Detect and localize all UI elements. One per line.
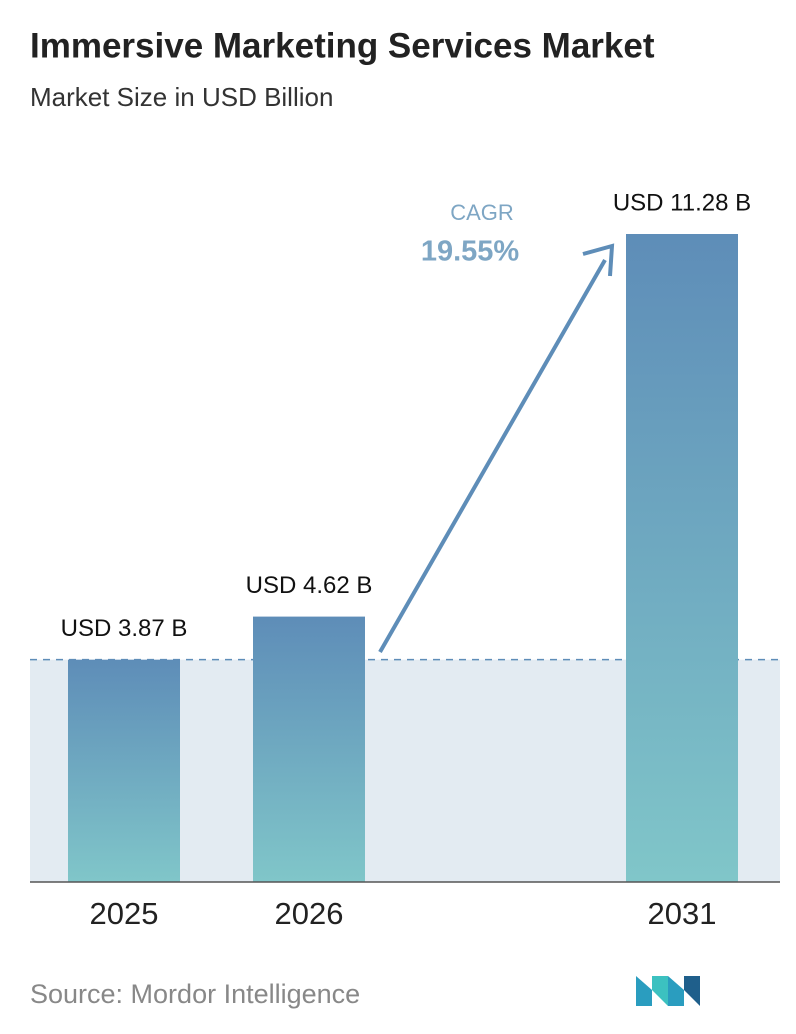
cagr-arrow-head bbox=[582, 243, 615, 277]
value-label: USD 11.28 B bbox=[613, 189, 751, 216]
cagr-arrow bbox=[378, 259, 607, 653]
cagr-label: CAGR bbox=[450, 200, 514, 225]
value-label: USD 3.87 B bbox=[61, 615, 188, 642]
chart-subtitle: Market Size in USD Billion bbox=[30, 82, 333, 112]
logo bbox=[636, 976, 700, 1006]
chart-title: Immersive Marketing Services Market bbox=[30, 26, 655, 65]
source: Source: Mordor Intelligence bbox=[30, 979, 360, 1009]
x-tick-label: 2025 bbox=[90, 896, 159, 931]
plot-area: USD 3.87 B 2025 USD 4.62 B 2026 USD 11.28 B 2… bbox=[30, 189, 780, 931]
bar bbox=[626, 234, 738, 882]
value-label: USD 4.62 B bbox=[246, 572, 373, 599]
x-tick-label: 2026 bbox=[275, 896, 344, 931]
cagr-value: 19.55% bbox=[421, 236, 520, 268]
x-tick-label: 2031 bbox=[648, 896, 717, 931]
bar bbox=[253, 616, 365, 882]
bar bbox=[68, 659, 180, 882]
